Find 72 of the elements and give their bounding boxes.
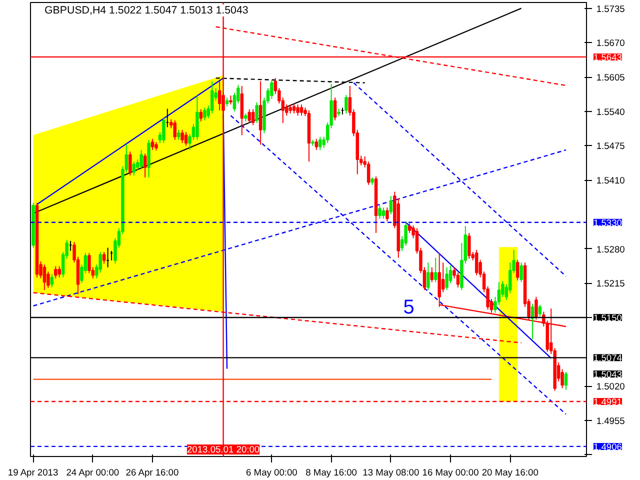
candlestick [42,264,46,291]
y-tick-label: 1.5475 [596,141,625,152]
chart-title: GBPUSD,H4 1.5022 1.5047 1.5013 1.5043 [44,4,248,16]
y-tick-label: 1.5605 [596,72,625,83]
candlestick [132,161,136,176]
x-tick-label: 16 May 00:00 [422,468,479,478]
ref-line-label: 1.4991 [593,397,622,408]
candlestick [270,80,274,100]
candlestick [210,80,214,114]
candlestick [248,108,251,124]
candlestick [54,266,58,279]
x-tick-label: 2013.05.01 20:00 [186,444,260,454]
candlestick [150,138,154,150]
x-tick-label: 8 May 16:00 [306,468,357,478]
candlestick [255,102,258,124]
candlestick [314,138,318,150]
candlestick [162,116,166,144]
candlestick [203,107,206,121]
candlestick [318,136,322,150]
ref-line-label: 1.5074 [593,353,622,364]
candlestick [128,151,132,176]
candlestick [520,262,523,283]
y-tick-label: 1.5735 [596,4,625,14]
candlestick [176,129,180,140]
ref-line-label: 1.5643 [593,52,622,62]
candlestick [58,266,61,278]
candlestick [474,249,478,276]
candlestick [292,102,296,114]
candlestick [430,266,434,283]
candlestick [173,120,176,140]
candlestick [184,131,188,146]
candlestick [564,371,568,390]
y-tick-label: 1.5540 [596,106,625,117]
candlestick [538,304,542,317]
x-tick-label: 26 Apr 16:00 [126,468,179,478]
candlestick [296,104,300,116]
candlestick [426,262,430,291]
ref-line-label: 1.5330 [593,218,622,228]
candlestick [344,94,348,114]
candlestick [251,108,255,126]
candlestick [143,153,147,178]
y-tick-label: 1.4955 [596,416,625,426]
x-tick-label: 19 Apr 2013 [8,468,58,478]
candlestick [199,108,203,122]
y-tick-label: 1.5410 [596,176,625,186]
candlestick [389,195,393,215]
candlestick [468,232,471,260]
candlestick [445,266,448,291]
x-tick-label: 20 May 16:00 [482,468,538,478]
candlestick [50,274,54,288]
candlestick [386,207,389,222]
ref-line-label: 1.5150 [593,313,622,323]
candlestick [378,204,382,220]
x-tick-label: 13 May 08:00 [362,468,420,478]
text: 1.5043 [593,370,622,380]
x-tick-label: 24 Apr 00:00 [66,468,120,478]
candlestick [382,207,386,220]
candlestick [408,222,412,234]
candlestick [300,104,304,116]
candlestick [140,149,143,170]
annotation: 5 [403,296,414,318]
x-tick-label: 6 May 00:00 [246,468,298,478]
candlestick [102,251,106,264]
y-tick-label: 1.5020 [596,382,625,392]
candlestick [516,259,520,281]
y-tick-label: 1.5215 [596,278,625,289]
candlestick [434,257,438,283]
candlestick [180,129,184,144]
y-tick-label: 1.5670 [596,38,625,48]
y-tick-label: 1.5280 [596,244,625,254]
candlestick [333,97,337,121]
ref-line-label: 1.4906 [593,442,622,452]
